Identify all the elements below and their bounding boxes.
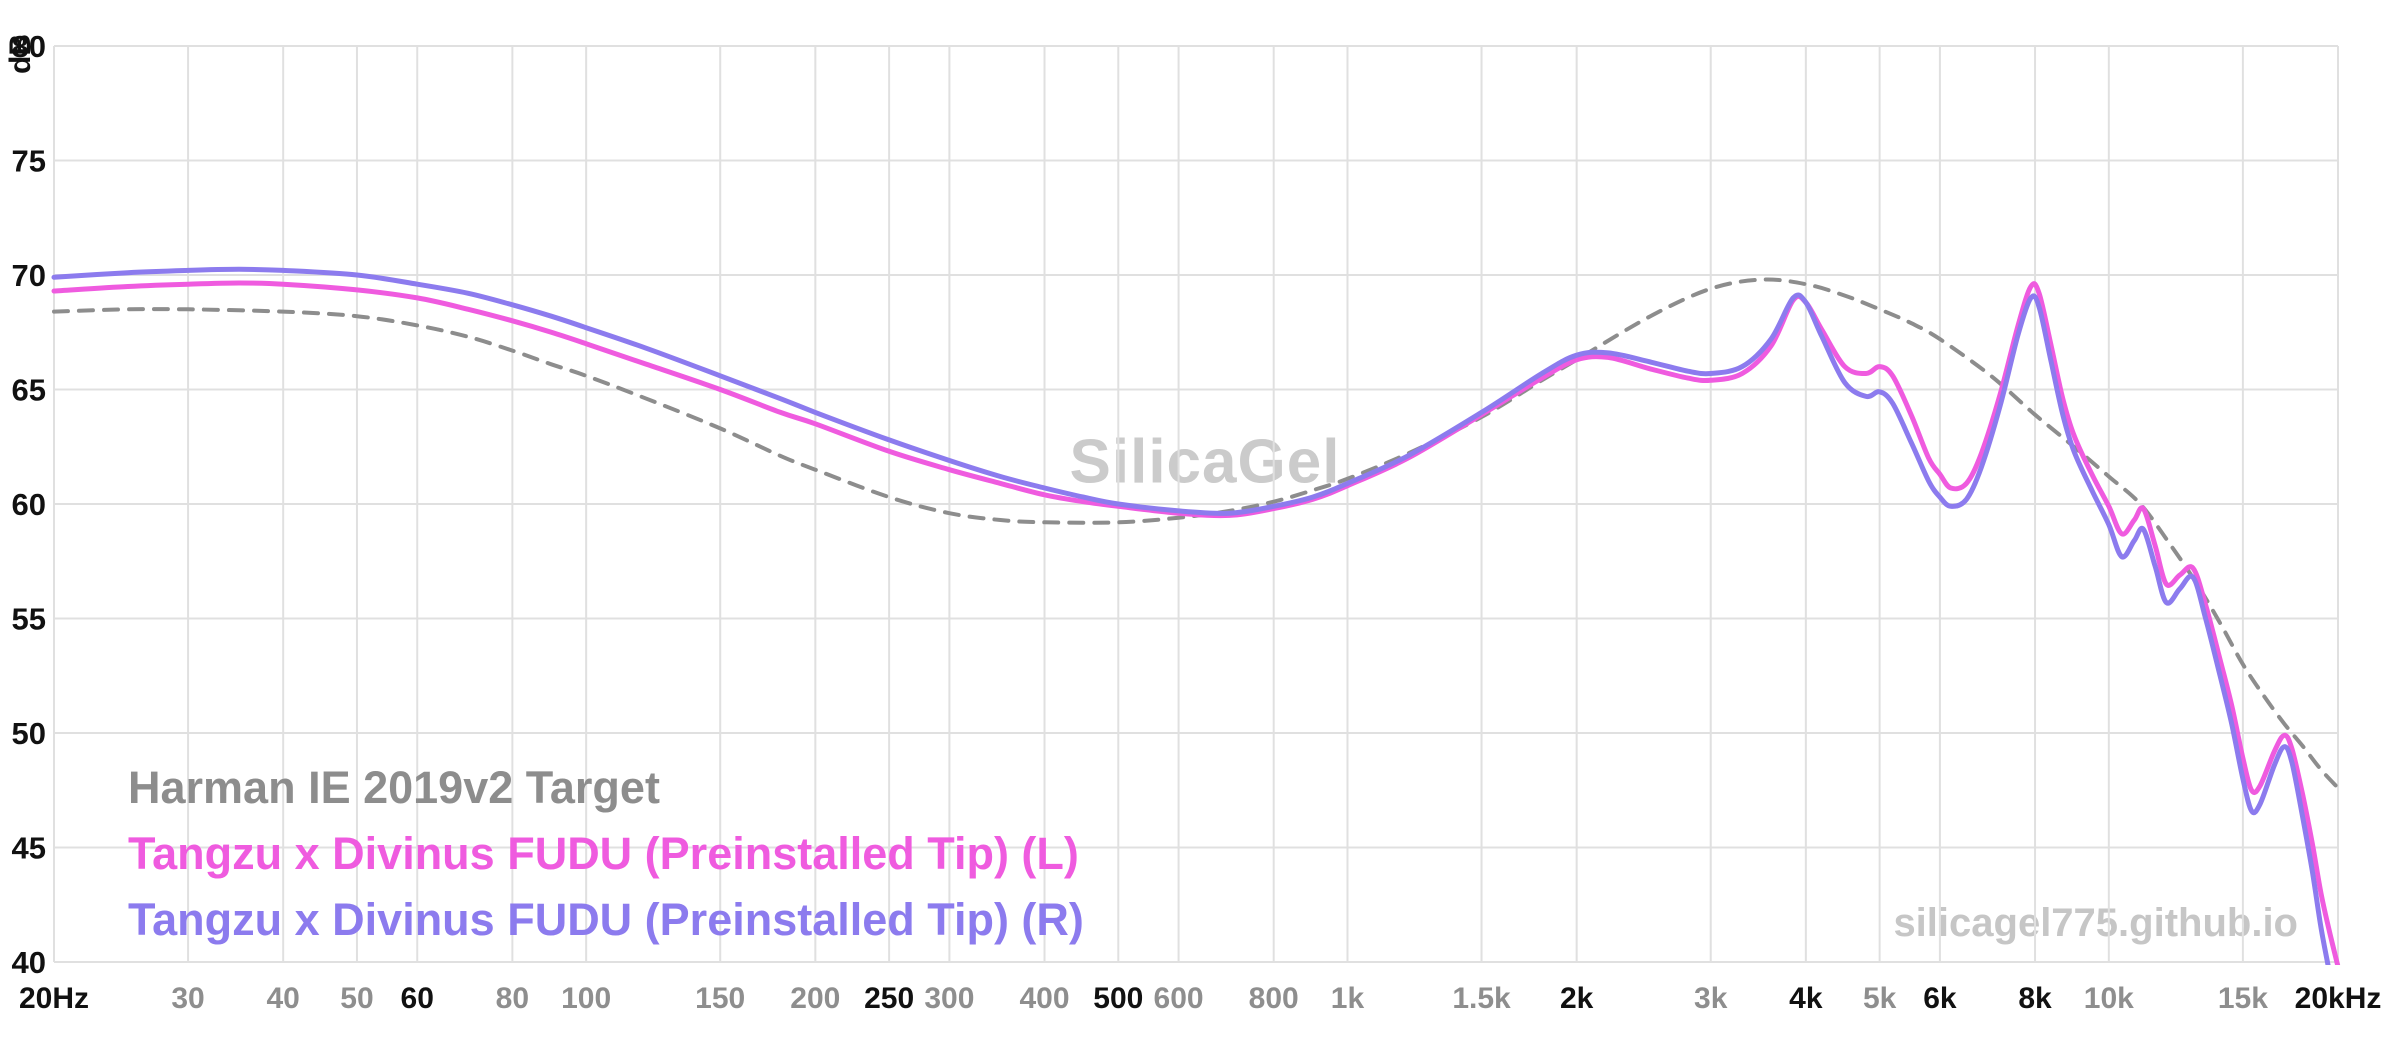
- x-tick-label: 3k: [1694, 982, 1728, 1015]
- x-tick-label: 200: [790, 982, 840, 1015]
- x-tick-label: 400: [1019, 982, 1069, 1015]
- curve-left: [51, 280, 2341, 965]
- y-axis-title: dB: [4, 34, 37, 74]
- x-tick-label: 50: [340, 982, 373, 1015]
- x-tick-label: 15k: [2218, 982, 2268, 1015]
- y-tick-label: 50: [12, 716, 46, 751]
- x-tick-label: 1.5k: [1452, 982, 1511, 1015]
- curve-right: [51, 266, 2331, 965]
- y-tick-label: 55: [12, 602, 46, 637]
- x-tick-label: 4k: [1789, 982, 1823, 1015]
- x-tick-label: 1k: [1331, 982, 1365, 1015]
- watermark-center: SilicaGel: [1069, 427, 1341, 497]
- curves: [51, 266, 2341, 965]
- x-tick-label: 6k: [1923, 982, 1957, 1015]
- x-tick-label: 100: [561, 982, 611, 1015]
- x-tick-label: 80: [496, 982, 529, 1015]
- y-tick-label: 45: [12, 831, 46, 866]
- curve-target: [52, 277, 2340, 790]
- y-tick-label: 40: [12, 945, 46, 980]
- legend: Harman IE 2019v2 Target Tangzu x Divinus…: [128, 755, 1084, 953]
- x-tick-label: 600: [1154, 982, 1204, 1015]
- x-tick-label: 800: [1249, 982, 1299, 1015]
- y-tick-label: 75: [12, 144, 46, 179]
- x-tick-label: 300: [924, 982, 974, 1015]
- x-tick-label: 2k: [1560, 982, 1594, 1015]
- legend-item-right-channel: Tangzu x Divinus FUDU (Preinstalled Tip)…: [128, 894, 1084, 945]
- x-tick-label: 150: [695, 982, 745, 1015]
- x-tick-label: 20Hz: [19, 982, 89, 1015]
- x-tick-label: 500: [1093, 982, 1143, 1015]
- y-tick-label: 65: [12, 373, 46, 408]
- y-tick-label: 60: [12, 487, 46, 522]
- x-tick-label: 60: [401, 982, 434, 1015]
- legend-item-left-channel: Tangzu x Divinus FUDU (Preinstalled Tip)…: [128, 828, 1079, 879]
- y-tick-label: 70: [12, 258, 46, 293]
- x-tick-label: 10k: [2084, 982, 2134, 1015]
- x-tick-label: 30: [171, 982, 204, 1015]
- x-tick-label: 8k: [2018, 982, 2052, 1015]
- x-tick-label: 40: [266, 982, 299, 1015]
- y-tick-label: 80: [12, 29, 46, 64]
- watermark-corner: silicagel775.github.io: [1893, 901, 2298, 945]
- x-tick-label: 5k: [1863, 982, 1897, 1015]
- x-tick-label: 20kHz: [2295, 982, 2382, 1015]
- x-tick-label: 250: [864, 982, 914, 1015]
- legend-item-target: Harman IE 2019v2 Target: [128, 762, 660, 813]
- gridlines: [53, 45, 2339, 963]
